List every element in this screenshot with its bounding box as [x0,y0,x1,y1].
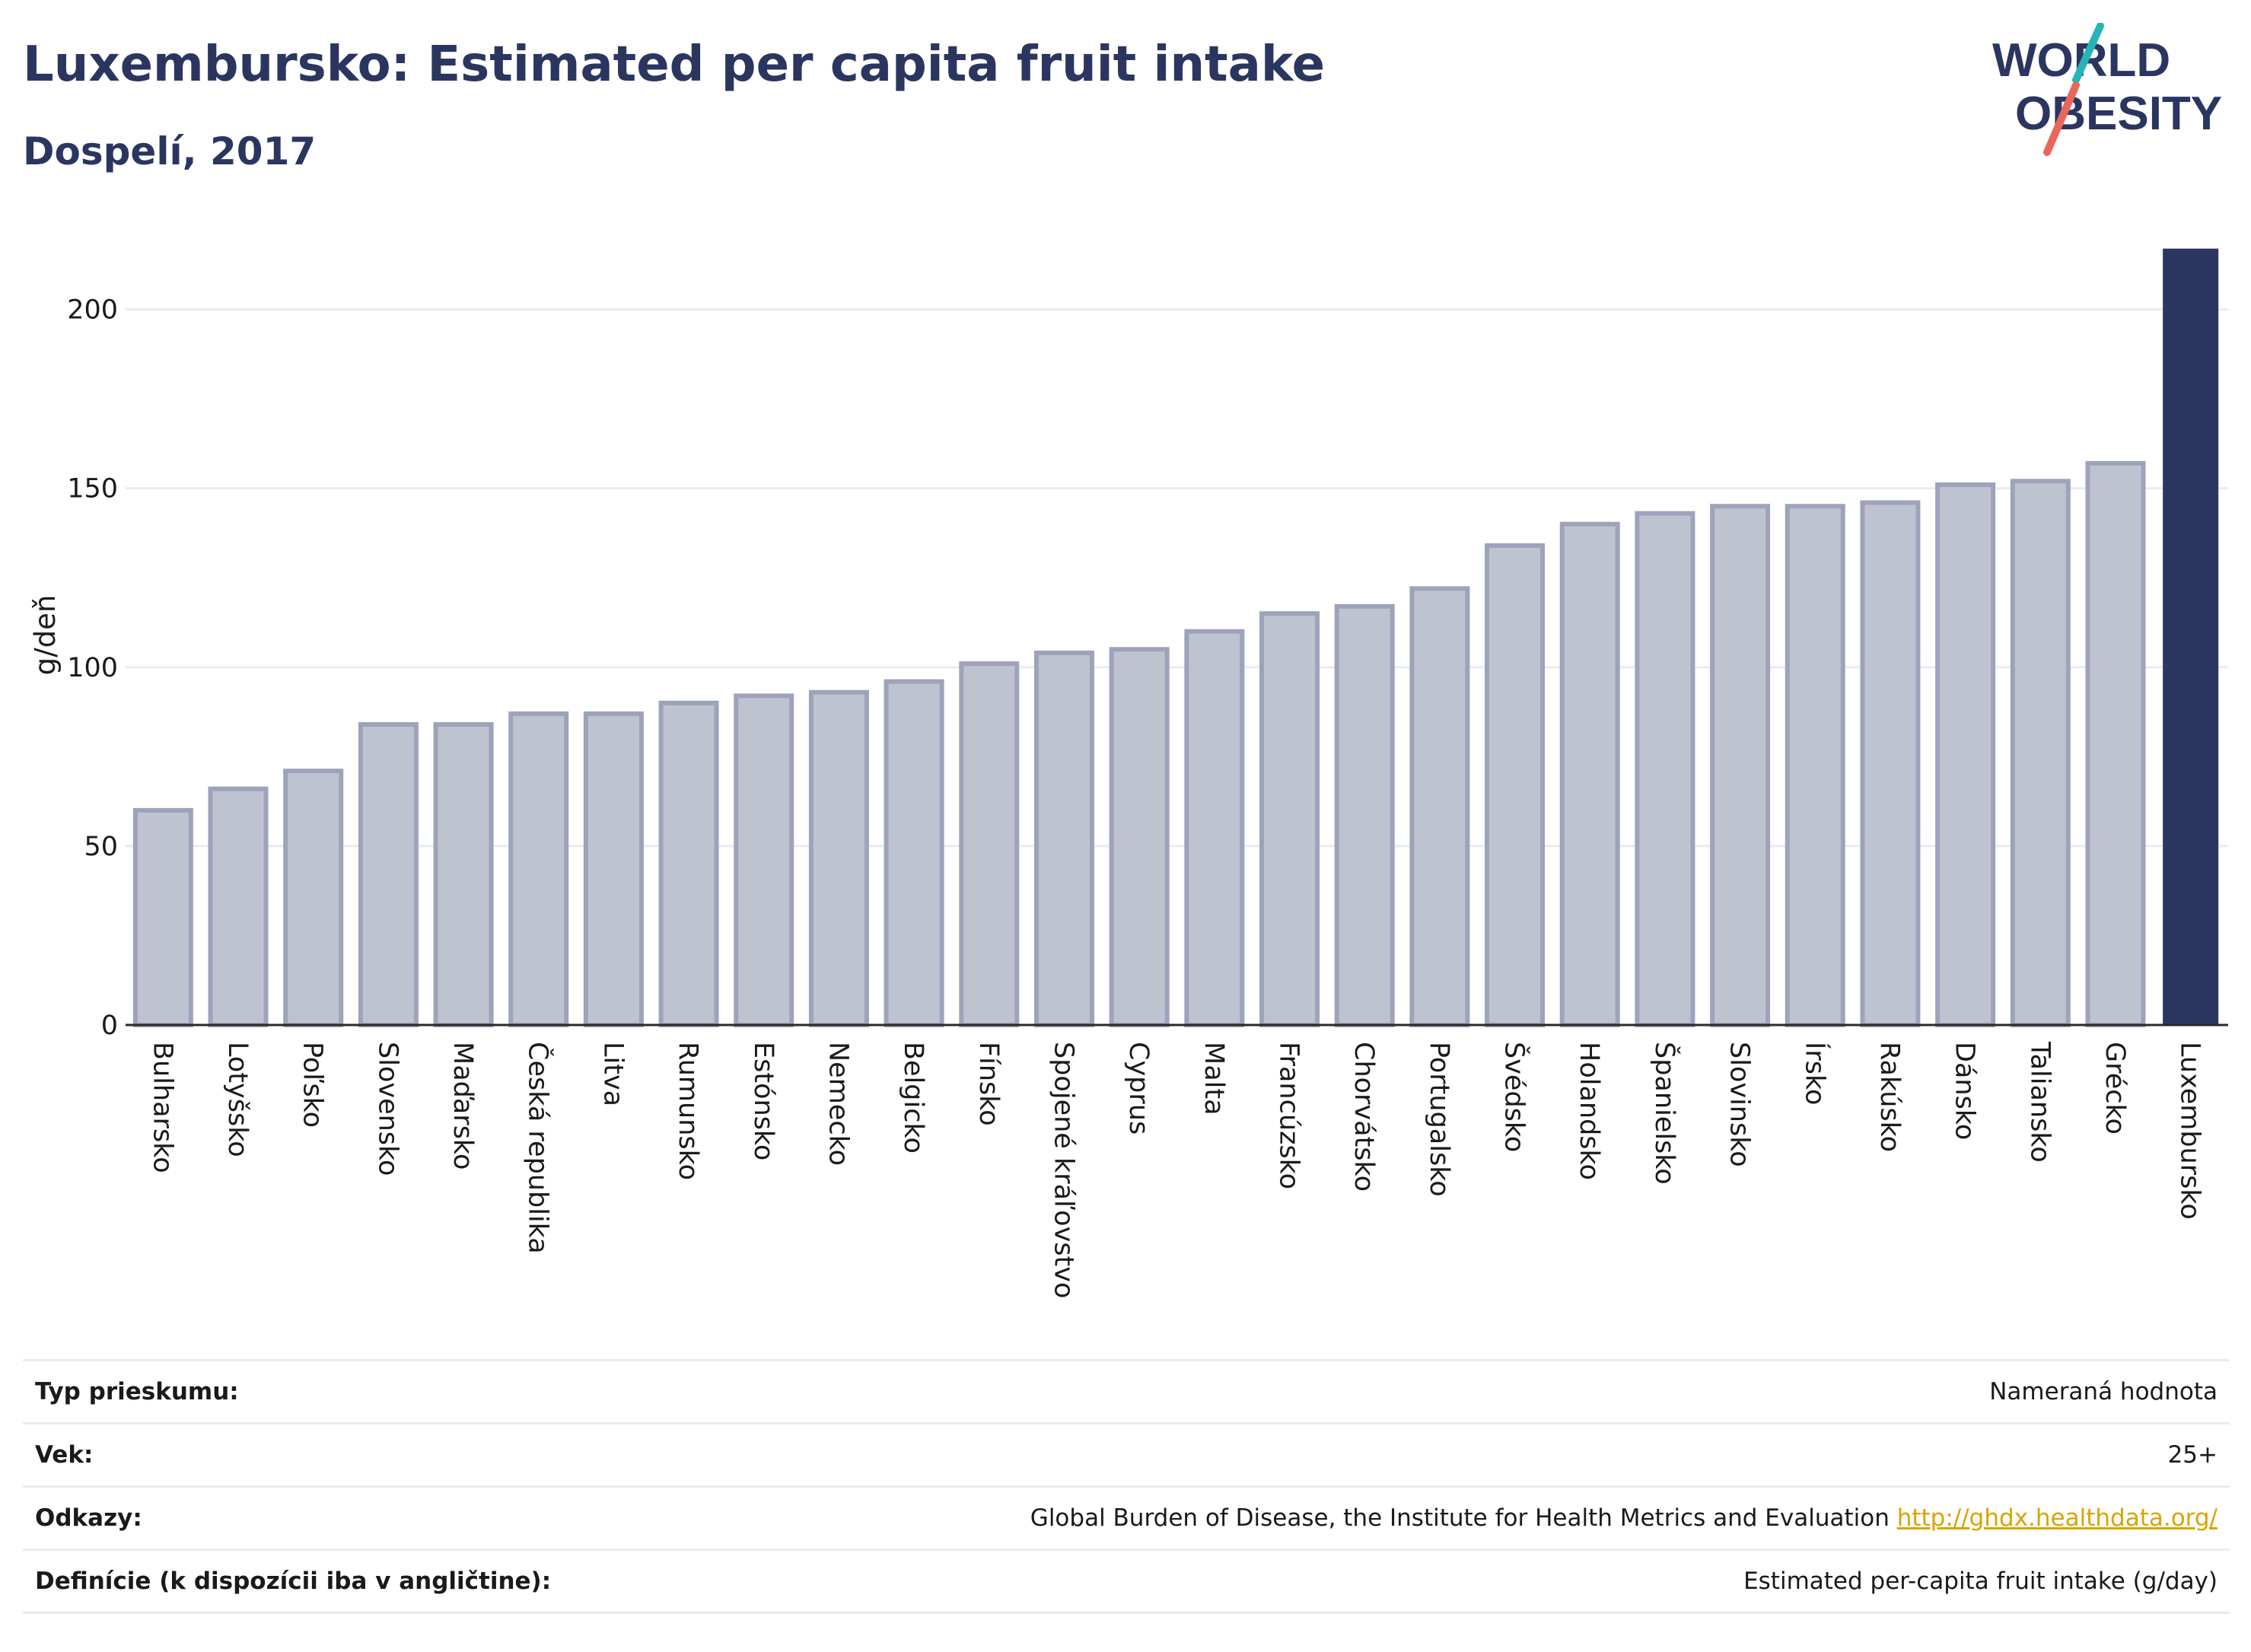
bar [132,807,193,1027]
chart-subtitle: Dospelí, 2017 [23,129,317,173]
x-tick-label: Malta [1199,1042,1229,1116]
bar [1935,482,1996,1027]
bar [2085,460,2146,1027]
x-tick-label: Slovensko [372,1042,403,1176]
bar [583,711,644,1027]
bar [208,786,269,1028]
bar [1033,651,1094,1027]
x-tick-label: Litva [597,1042,628,1106]
x-tick-label: Lotyšsko [222,1042,253,1157]
bar [1710,504,1771,1027]
x-tick-label: Maďarsko [447,1042,478,1170]
info-value: 25+ [703,1422,2230,1488]
info-table: Typ prieskumu: Nameraná hodnota Vek: 25+… [23,1359,2230,1614]
logo-line-obesity: OBESITY [2015,88,2222,140]
info-value: Nameraná hodnota [703,1359,2230,1424]
bar [1785,504,1845,1027]
bar [1860,500,1921,1027]
bar [959,661,1020,1027]
y-tick-label: 0 [101,1011,118,1041]
reference-link[interactable]: http://ghdx.healthdata.org/ [1896,1504,2218,1532]
bar [2010,479,2071,1027]
chart-title: Luxembursko: Estimated per capita fruit … [23,37,1326,93]
bar [1109,647,1170,1027]
x-tick-label: Fínsko [973,1042,1004,1126]
y-tick-label: 50 [84,832,118,862]
bar [1485,543,1546,1027]
x-tick-label: Slovinsko [1724,1042,1755,1167]
bar [808,689,869,1027]
bar [283,769,344,1027]
info-value: Estimated per-capita fruit intake (g/day… [703,1549,2230,1614]
info-value-cell: Global Burden of Disease, the Institute … [703,1485,2230,1551]
bar [508,711,569,1027]
info-row-age: Vek: 25+ [23,1422,2230,1488]
info-label: Typ prieskumu: [23,1359,704,1424]
x-tick-label: Rumunsko [673,1042,703,1180]
bar-chart: 0 50 100 150 200 g/deň Bulharsko Lotyšsko Poľsko… [29,248,2228,1298]
logo-slash-coral [2043,81,2080,156]
world-obesity-logo: WORLD OBESITY [1992,23,2222,156]
bar [1259,611,1320,1027]
logo-slash-teal [2072,23,2104,84]
y-tick-label: 100 [67,653,118,683]
x-tick-label: Nemecko [823,1042,853,1166]
info-label: Odkazy: [23,1485,704,1551]
x-tick-label: Belgicko [898,1042,928,1154]
x-tick-label: Česká republika [523,1042,555,1254]
bar [658,700,719,1027]
bar [1559,521,1620,1027]
x-tick-label: Taliansko [2024,1041,2055,1163]
bar [2163,248,2219,1025]
y-tick-label: 150 [67,474,118,505]
bar [1409,586,1470,1027]
x-tick-label: Írsko [1799,1042,1831,1105]
info-label: Vek: [23,1422,704,1488]
info-row-survey-type: Typ prieskumu: Nameraná hodnota [23,1359,2230,1424]
bar [358,722,419,1028]
x-tick-label: Spojené kráľovstvo [1048,1042,1078,1298]
x-tick-label: Cyprus [1123,1042,1154,1135]
x-tick-label: Chorvátsko [1348,1042,1379,1192]
x-tick-label: Španielsko [1649,1042,1681,1185]
x-tick-label: Dánsko [1950,1042,1980,1140]
x-tick-label: Francúzsko [1274,1042,1304,1189]
bar [1334,603,1395,1027]
x-tick-label: Portugalsko [1424,1042,1454,1197]
x-tick-label: Rakúsko [1874,1042,1905,1152]
info-row-references: Odkazy: Global Burden of Disease, the In… [23,1485,2230,1551]
x-tick-label: Holandsko [1574,1042,1604,1180]
x-tick-label: Bulharsko [147,1042,177,1173]
y-tick-label: 200 [67,295,118,326]
y-axis-label: g/deň [29,595,62,676]
x-tick-label: Poľsko [298,1042,328,1128]
x-tick-label: Švédsko [1499,1042,1531,1152]
x-tick-label: Grécko [2100,1042,2130,1135]
info-label: Definície (k dispozícii iba v angličtine… [23,1549,704,1614]
bar [734,693,794,1028]
bar [1635,511,1695,1027]
info-row-definitions: Definície (k dispozícii iba v angličtine… [23,1549,2230,1614]
bar [884,679,944,1027]
x-tick-label: Estónsko [748,1042,778,1160]
bar [1184,629,1245,1027]
info-value: Global Burden of Disease, the Institute … [1030,1504,1890,1532]
bar [433,722,494,1028]
x-tick-label: Luxembursko [2175,1042,2205,1220]
